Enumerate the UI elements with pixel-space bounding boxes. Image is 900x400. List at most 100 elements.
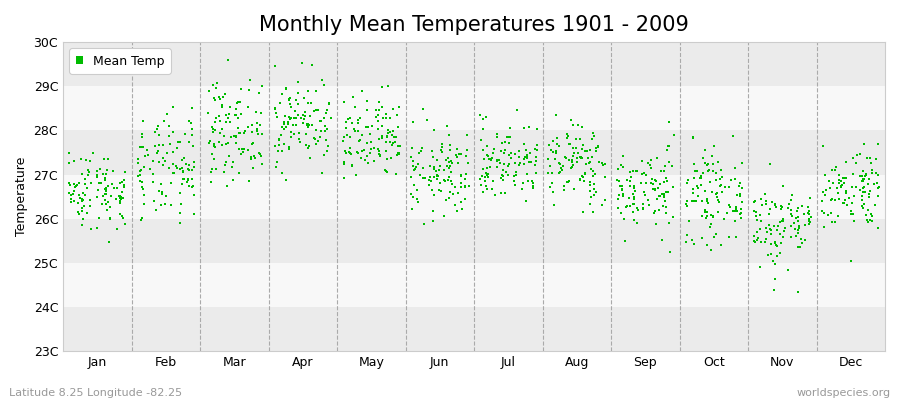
Point: [768, 202, 782, 208]
Point: [67, 180, 81, 187]
Point: [592, 158, 607, 165]
Point: [526, 185, 540, 191]
Point: [855, 168, 869, 174]
Point: [234, 150, 248, 157]
Point: [778, 224, 792, 231]
Point: [628, 188, 643, 194]
Point: [346, 94, 360, 100]
Point: [442, 195, 456, 201]
Point: [229, 132, 243, 139]
Point: [709, 170, 724, 176]
Point: [546, 202, 561, 208]
Point: [523, 159, 537, 166]
Point: [98, 186, 112, 192]
Point: [492, 157, 507, 164]
Point: [107, 185, 122, 191]
Point: [274, 124, 289, 130]
Point: [682, 218, 697, 224]
Point: [476, 116, 491, 122]
Point: [522, 158, 536, 165]
Point: [729, 206, 743, 212]
Point: [764, 198, 778, 205]
Point: [658, 198, 672, 204]
Point: [366, 158, 381, 164]
Point: [497, 161, 511, 167]
Point: [249, 127, 264, 134]
Point: [635, 158, 650, 164]
Point: [576, 209, 590, 216]
Point: [255, 83, 269, 89]
Point: [630, 204, 644, 211]
Point: [90, 172, 104, 178]
Point: [612, 192, 626, 198]
Point: [228, 112, 242, 118]
Point: [695, 234, 709, 241]
Point: [803, 195, 817, 201]
Point: [610, 176, 625, 183]
Point: [529, 147, 544, 154]
Point: [570, 154, 584, 161]
Point: [855, 173, 869, 179]
Point: [828, 167, 842, 173]
Point: [351, 116, 365, 123]
Point: [644, 165, 658, 171]
Point: [498, 189, 512, 196]
Point: [611, 166, 625, 172]
Point: [375, 134, 390, 141]
Point: [715, 188, 729, 195]
Point: [770, 226, 784, 233]
Point: [816, 189, 831, 195]
Point: [371, 118, 385, 124]
Point: [784, 206, 798, 213]
Point: [508, 151, 522, 157]
Point: [685, 237, 699, 243]
Point: [445, 181, 459, 188]
Point: [166, 170, 180, 176]
Point: [576, 174, 590, 180]
Point: [407, 167, 421, 173]
Point: [680, 232, 695, 238]
Point: [570, 159, 584, 165]
Point: [176, 176, 191, 182]
Point: [254, 153, 268, 159]
Point: [586, 173, 600, 179]
Point: [408, 166, 422, 172]
Bar: [63, 42, 885, 86]
Point: [696, 155, 710, 161]
Point: [712, 199, 726, 206]
Point: [105, 180, 120, 187]
Point: [834, 178, 849, 184]
Point: [450, 154, 464, 160]
Point: [846, 171, 860, 178]
Point: [847, 192, 861, 199]
Point: [772, 231, 787, 237]
Point: [657, 194, 671, 201]
Point: [545, 180, 560, 186]
Point: [99, 191, 113, 198]
Point: [361, 160, 375, 167]
Point: [459, 153, 473, 159]
Point: [777, 182, 791, 189]
Point: [182, 118, 196, 124]
Point: [319, 136, 333, 143]
Point: [282, 146, 296, 152]
Point: [680, 201, 694, 208]
Point: [721, 184, 735, 190]
Point: [655, 191, 670, 197]
Point: [390, 152, 404, 158]
Point: [207, 156, 221, 162]
Point: [273, 100, 287, 106]
Point: [435, 144, 449, 150]
Point: [616, 216, 631, 222]
Point: [709, 191, 724, 198]
Point: [250, 120, 265, 126]
Point: [698, 188, 712, 194]
Point: [176, 181, 190, 188]
Point: [168, 162, 183, 169]
Point: [490, 164, 504, 170]
Point: [248, 154, 263, 161]
Point: [446, 160, 460, 166]
Point: [648, 208, 662, 214]
Point: [586, 130, 600, 136]
Point: [237, 145, 251, 152]
